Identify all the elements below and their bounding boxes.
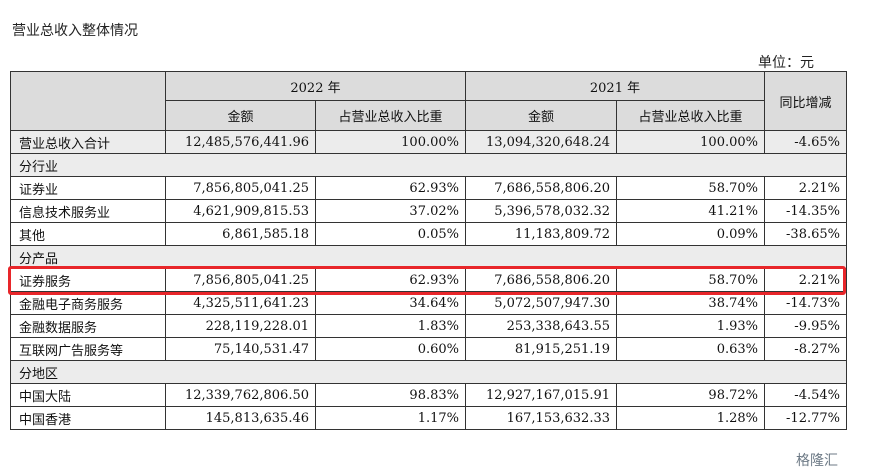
cell-amount-2022: 145,813,635.46 bbox=[165, 406, 316, 430]
header-yoy: 同比增减 bbox=[764, 71, 847, 131]
section-row: 分行业 bbox=[10, 153, 847, 177]
section-label: 分地区 bbox=[10, 360, 847, 384]
cell-ratio-2022: 62.93% bbox=[315, 268, 466, 292]
cell-ratio-2021: 0.09% bbox=[616, 222, 765, 246]
row-name: 证券业 bbox=[10, 176, 166, 200]
cell-yoy: -12.77% bbox=[764, 406, 847, 430]
total-row: 营业总收入合计 12,485,576,441.96 100.00% 13,094… bbox=[10, 130, 847, 154]
cell-amount-2021: 7,686,558,806.20 bbox=[465, 268, 617, 292]
header-ratio-2022: 占营业总收入比重 bbox=[315, 100, 466, 131]
row-name: 其他 bbox=[10, 222, 166, 246]
row-name: 互联网广告服务等 bbox=[10, 337, 166, 361]
cell-amount-2021: 7,686,558,806.20 bbox=[465, 176, 617, 200]
header-ratio-2021: 占营业总收入比重 bbox=[616, 100, 765, 131]
cell-amount-2022: 6,861,585.18 bbox=[165, 222, 316, 246]
header-year-2021: 2021 年 bbox=[465, 71, 765, 101]
header-row-years: 2022 年 2021 年 同比增减 bbox=[10, 71, 847, 131]
header-year-2022: 2022 年 bbox=[165, 71, 466, 101]
cell-amount-2022: 7,856,805,041.25 bbox=[165, 268, 316, 292]
row-name: 证券服务 bbox=[10, 268, 166, 292]
cell-yoy: 2.21% bbox=[764, 268, 847, 292]
cell-ratio-2021: 58.70% bbox=[616, 176, 765, 200]
cell-ratio-2021: 41.21% bbox=[616, 199, 765, 223]
row-name: 信息技术服务业 bbox=[10, 199, 166, 223]
table-row: 金融电子商务服务 4,325,511,641.23 34.64% 5,072,507,… bbox=[10, 291, 847, 315]
cell-ratio-2022: 34.64% bbox=[315, 291, 466, 315]
section-label: 分行业 bbox=[10, 153, 847, 177]
cell-ratio-2022: 62.93% bbox=[315, 176, 466, 200]
total-name: 营业总收入合计 bbox=[10, 130, 166, 154]
cell-amount-2021: 167,153,632.33 bbox=[465, 406, 617, 430]
total-ratio-2022: 100.00% bbox=[315, 130, 466, 154]
cell-amount-2021: 5,072,507,947.30 bbox=[465, 291, 617, 315]
cell-ratio-2021: 98.72% bbox=[616, 383, 765, 407]
cell-amount-2021: 5,396,578,032.32 bbox=[465, 199, 617, 223]
cell-ratio-2022: 1.83% bbox=[315, 314, 466, 338]
total-yoy: -4.65% bbox=[764, 130, 847, 154]
table-row: 互联网广告服务等 75,140,531.47 0.60% 81,915,251.19 0… bbox=[10, 337, 847, 361]
cell-amount-2022: 228,119,228.01 bbox=[165, 314, 316, 338]
revenue-table: 2022 年 2021 年 同比增减 金额 占营业总收入比重 金额 占营业总收入… bbox=[10, 71, 847, 430]
table-row: 证券服务 7,856,805,041.25 62.93% 7,686,558,806.… bbox=[10, 268, 847, 292]
cell-yoy: -14.73% bbox=[764, 291, 847, 315]
cell-yoy: -9.95% bbox=[764, 314, 847, 338]
section-label: 分产品 bbox=[10, 245, 847, 269]
cell-ratio-2021: 58.70% bbox=[616, 268, 765, 292]
cell-amount-2022: 7,856,805,041.25 bbox=[165, 176, 316, 200]
cell-amount-2021: 11,183,809.72 bbox=[465, 222, 617, 246]
cell-ratio-2021: 0.63% bbox=[616, 337, 765, 361]
cell-yoy: -38.65% bbox=[764, 222, 847, 246]
unit-label: 单位：元 bbox=[758, 55, 814, 71]
cell-ratio-2022: 0.60% bbox=[315, 337, 466, 361]
total-amount-2021: 13,094,320,648.24 bbox=[465, 130, 617, 154]
cell-yoy: -14.35% bbox=[764, 199, 847, 223]
cell-yoy: 2.21% bbox=[764, 176, 847, 200]
row-name: 金融数据服务 bbox=[10, 314, 166, 338]
section-row: 分地区 bbox=[10, 360, 847, 384]
cell-amount-2022: 4,621,909,815.53 bbox=[165, 199, 316, 223]
row-name: 中国大陆 bbox=[10, 383, 166, 407]
header-amount-2021: 金额 bbox=[465, 100, 617, 131]
cell-amount-2022: 75,140,531.47 bbox=[165, 337, 316, 361]
header-amount-2022: 金额 bbox=[165, 100, 316, 131]
cell-amount-2021: 253,338,643.55 bbox=[465, 314, 617, 338]
cell-amount-2022: 12,339,762,806.50 bbox=[165, 383, 316, 407]
cell-amount-2021: 81,915,251.19 bbox=[465, 337, 617, 361]
cell-ratio-2021: 38.74% bbox=[616, 291, 765, 315]
header-row-columns: 金额 占营业总收入比重 金额 占营业总收入比重 bbox=[11, 100, 847, 131]
table-title: 营业总收入整体情况 bbox=[12, 23, 138, 39]
total-ratio-2021: 100.00% bbox=[616, 130, 765, 154]
cell-amount-2021: 12,927,167,015.91 bbox=[465, 383, 617, 407]
row-name: 中国香港 bbox=[10, 406, 166, 430]
table-row: 其他 6,861,585.18 0.05% 11,183,809.72 0.09% -38… bbox=[10, 222, 847, 246]
table-row: 中国大陆 12,339,762,806.50 98.83% 12,927,167,01… bbox=[10, 383, 847, 407]
cell-ratio-2022: 0.05% bbox=[315, 222, 466, 246]
table-row: 中国香港 145,813,635.46 1.17% 167,153,632.33 1.2… bbox=[10, 406, 847, 430]
watermark-logo: 格隆汇 bbox=[792, 448, 842, 472]
row-name: 金融电子商务服务 bbox=[10, 291, 166, 315]
total-amount-2022: 12,485,576,441.96 bbox=[165, 130, 316, 154]
cell-ratio-2021: 1.28% bbox=[616, 406, 765, 430]
table-row: 证券业 7,856,805,041.25 62.93% 7,686,558,806.2… bbox=[10, 176, 847, 200]
cell-ratio-2021: 1.93% bbox=[616, 314, 765, 338]
cell-ratio-2022: 37.02% bbox=[315, 199, 466, 223]
cell-yoy: -8.27% bbox=[764, 337, 847, 361]
section-row: 分产品 bbox=[10, 245, 847, 269]
cell-yoy: -4.54% bbox=[764, 383, 847, 407]
cell-ratio-2022: 98.83% bbox=[315, 383, 466, 407]
cell-amount-2022: 4,325,511,641.23 bbox=[165, 291, 316, 315]
cell-ratio-2022: 1.17% bbox=[315, 406, 466, 430]
header-blank bbox=[10, 71, 166, 131]
table-row: 信息技术服务业 4,621,909,815.53 37.02% 5,396,578,0… bbox=[10, 199, 847, 223]
table-row: 金融数据服务 228,119,228.01 1.83% 253,338,643.55 1… bbox=[10, 314, 847, 338]
